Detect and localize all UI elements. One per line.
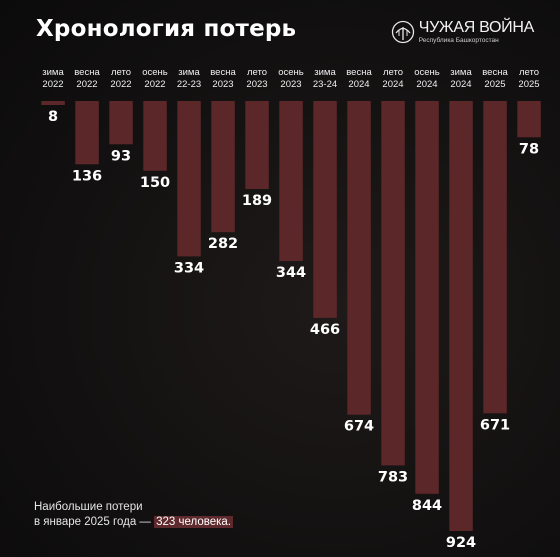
tick-label-year: 2024: [450, 79, 471, 90]
brand-logo: ЧУЖАЯ ВОЙНА Республика Башкортостан: [391, 20, 534, 45]
bar: [381, 101, 405, 466]
bar: [211, 101, 235, 233]
bar: [449, 101, 473, 531]
bar: [483, 101, 507, 414]
tick-label-year: 2025: [518, 79, 539, 90]
tick-label-season: осень: [278, 67, 304, 78]
tick-label-year: 2023: [280, 79, 301, 90]
tick-label-season: весна: [74, 67, 100, 78]
footnote-highlight: 323 человека.: [154, 516, 233, 528]
bar: [313, 101, 337, 318]
data-label: 150: [140, 175, 170, 191]
data-label: 136: [72, 168, 102, 184]
tick-label-season: осень: [414, 67, 440, 78]
data-label: 674: [344, 419, 374, 435]
footnote-line-1: Наибольшие потери: [34, 501, 143, 513]
tick-label-season: лето: [519, 67, 539, 78]
bar: [177, 101, 201, 257]
tick-label-season: зима: [314, 67, 336, 78]
tick-label-year: 2025: [484, 79, 505, 90]
tick-label-season: лето: [247, 67, 267, 78]
tick-label-season: зима: [42, 67, 64, 78]
data-label: 282: [208, 236, 238, 252]
data-label: 344: [276, 265, 306, 281]
footnote-text: в январе 2025 года —: [34, 516, 155, 528]
tick-label-season: весна: [346, 67, 372, 78]
tick-label-year: 2023: [212, 79, 233, 90]
bar: [347, 101, 371, 415]
bar: [279, 101, 303, 262]
data-label: 783: [378, 469, 408, 485]
bar: [517, 101, 541, 138]
tick-label-year: 2024: [382, 79, 403, 90]
footnote: Наибольшие потери в январе 2025 года — 3…: [34, 500, 233, 530]
data-label: 189: [242, 193, 272, 209]
tick-label-year: 2022: [144, 79, 165, 90]
tick-label-season: весна: [482, 67, 508, 78]
tick-label-year: 2024: [416, 79, 437, 90]
tick-label-year: 2022: [76, 79, 97, 90]
tick-label-season: зима: [450, 67, 472, 78]
tick-label-season: зима: [178, 67, 200, 78]
bar: [109, 101, 133, 145]
bar: [415, 101, 439, 494]
tick-label-year: 2022: [110, 79, 131, 90]
data-label: 8: [48, 109, 58, 125]
bar: [41, 101, 65, 105]
data-label: 78: [519, 141, 539, 157]
tick-label-season: весна: [210, 67, 236, 78]
data-label: 334: [174, 260, 204, 276]
data-label: 466: [310, 322, 340, 338]
tick-label-year: 22-23: [177, 79, 201, 90]
data-label: 671: [480, 417, 510, 433]
bar: [143, 101, 167, 171]
tick-label-season: лето: [111, 67, 131, 78]
tick-label-season: осень: [142, 67, 168, 78]
brand-subtitle: Республика Башкортостан: [418, 37, 499, 44]
tick-label-season: лето: [383, 67, 403, 78]
data-label: 93: [111, 148, 131, 164]
tick-label-year: 2023: [246, 79, 267, 90]
page-title: Хронология потерь: [36, 16, 297, 42]
footnote-line-2: в январе 2025 года — 323 человека.: [34, 515, 233, 530]
data-label: 924: [446, 535, 476, 551]
bar: [75, 101, 99, 165]
data-label: 844: [412, 498, 442, 514]
brand-name: ЧУЖАЯ ВОЙНА: [418, 19, 535, 36]
tick-label-year: 23-24: [313, 79, 337, 90]
emblem-icon: [391, 21, 414, 44]
bar: [245, 101, 269, 189]
tick-label-year: 2022: [42, 79, 63, 90]
tick-label-year: 2024: [348, 79, 369, 90]
